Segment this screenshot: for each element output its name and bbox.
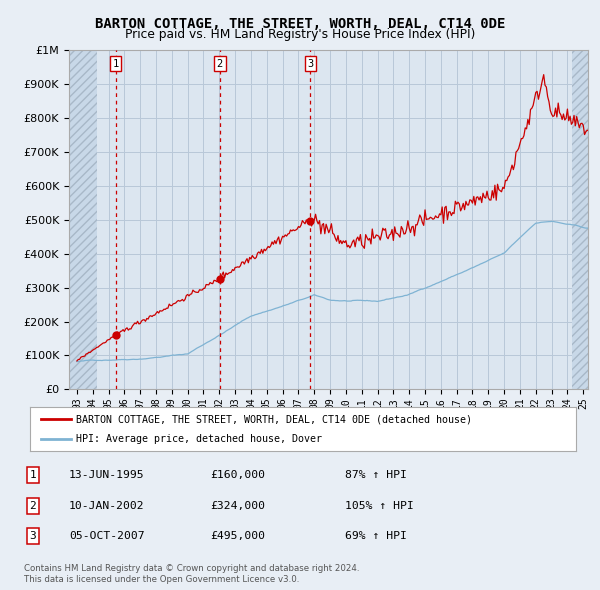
- Text: 2: 2: [217, 58, 223, 68]
- Text: 13-JUN-1995: 13-JUN-1995: [69, 470, 145, 480]
- Text: 2: 2: [29, 501, 37, 510]
- Text: 69% ↑ HPI: 69% ↑ HPI: [345, 532, 407, 541]
- Text: BARTON COTTAGE, THE STREET, WORTH, DEAL, CT14 0DE: BARTON COTTAGE, THE STREET, WORTH, DEAL,…: [95, 17, 505, 31]
- Text: Contains HM Land Registry data © Crown copyright and database right 2024.: Contains HM Land Registry data © Crown c…: [24, 564, 359, 573]
- Text: Price paid vs. HM Land Registry's House Price Index (HPI): Price paid vs. HM Land Registry's House …: [125, 28, 475, 41]
- Text: 1: 1: [29, 470, 37, 480]
- Text: This data is licensed under the Open Government Licence v3.0.: This data is licensed under the Open Gov…: [24, 575, 299, 584]
- Text: 3: 3: [29, 532, 37, 541]
- Text: 05-OCT-2007: 05-OCT-2007: [69, 532, 145, 541]
- Text: 1: 1: [113, 58, 119, 68]
- Text: BARTON COTTAGE, THE STREET, WORTH, DEAL, CT14 0DE (detached house): BARTON COTTAGE, THE STREET, WORTH, DEAL,…: [76, 414, 472, 424]
- Text: HPI: Average price, detached house, Dover: HPI: Average price, detached house, Dove…: [76, 434, 322, 444]
- Text: 105% ↑ HPI: 105% ↑ HPI: [345, 501, 414, 510]
- Bar: [572, 50, 596, 389]
- Text: £495,000: £495,000: [210, 532, 265, 541]
- Text: 10-JAN-2002: 10-JAN-2002: [69, 501, 145, 510]
- Text: 87% ↑ HPI: 87% ↑ HPI: [345, 470, 407, 480]
- Text: 3: 3: [307, 58, 314, 68]
- Bar: [69, 50, 97, 389]
- Text: £160,000: £160,000: [210, 470, 265, 480]
- Text: £324,000: £324,000: [210, 501, 265, 510]
